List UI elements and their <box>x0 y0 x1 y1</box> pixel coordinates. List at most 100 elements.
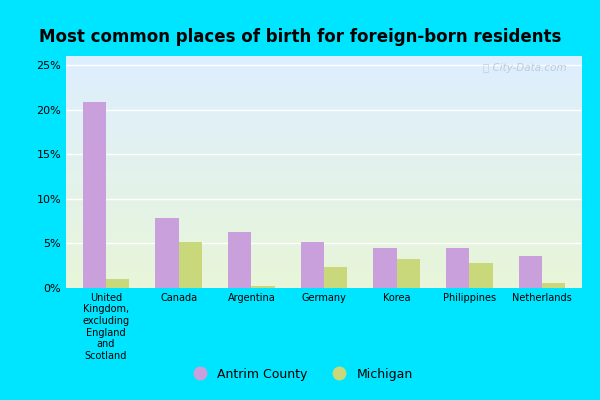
Bar <box>66 242 582 244</box>
Bar <box>66 100 582 102</box>
Bar <box>66 142 582 144</box>
Bar <box>66 74 582 77</box>
Bar <box>66 154 582 156</box>
Bar <box>66 267 582 270</box>
Bar <box>66 174 582 177</box>
Bar <box>66 198 582 200</box>
Bar <box>66 70 582 72</box>
Bar <box>66 239 582 242</box>
Bar <box>66 165 582 167</box>
Bar <box>66 93 582 96</box>
Bar <box>66 79 582 82</box>
Bar <box>66 253 582 256</box>
Bar <box>66 112 582 114</box>
Bar <box>373 248 397 288</box>
Bar <box>66 91 582 93</box>
Bar <box>66 214 582 216</box>
Bar <box>66 65 582 68</box>
Bar <box>66 212 582 214</box>
Bar <box>469 263 493 288</box>
Bar <box>66 262 582 265</box>
Bar <box>66 77 582 79</box>
Bar <box>66 163 582 165</box>
Bar <box>66 140 582 142</box>
Bar <box>66 130 582 132</box>
Bar <box>66 186 582 188</box>
Bar <box>66 207 582 209</box>
Bar <box>66 216 582 218</box>
Bar <box>66 286 582 288</box>
Bar <box>66 146 582 149</box>
Bar <box>66 88 582 91</box>
Bar <box>66 202 582 204</box>
Bar <box>66 128 582 130</box>
Bar <box>66 58 582 61</box>
Bar <box>66 123 582 126</box>
Bar <box>66 72 582 74</box>
Bar <box>66 156 582 158</box>
Text: ⓘ City-Data.com: ⓘ City-Data.com <box>483 63 566 73</box>
Bar <box>155 218 179 288</box>
Bar <box>66 68 582 70</box>
Bar <box>66 135 582 137</box>
Bar <box>66 232 582 235</box>
Bar <box>66 98 582 100</box>
Bar <box>66 258 582 260</box>
Bar <box>66 274 582 276</box>
Bar <box>66 190 582 193</box>
Bar <box>66 160 582 163</box>
Bar <box>66 107 582 109</box>
Bar <box>66 137 582 140</box>
Bar <box>66 86 582 88</box>
Bar <box>66 248 582 251</box>
Bar <box>66 126 582 128</box>
Bar <box>446 248 469 288</box>
Bar <box>66 82 582 84</box>
Bar <box>397 260 420 288</box>
Bar <box>66 63 582 65</box>
Bar <box>66 195 582 198</box>
Bar <box>66 246 582 248</box>
Bar <box>66 121 582 123</box>
Bar <box>66 102 582 105</box>
Bar <box>66 200 582 202</box>
Bar <box>66 188 582 190</box>
Bar <box>83 102 106 288</box>
Bar <box>66 61 582 63</box>
Bar <box>66 218 582 221</box>
Bar <box>66 256 582 258</box>
Bar <box>66 281 582 283</box>
Bar <box>66 177 582 179</box>
Bar <box>228 232 251 288</box>
Bar <box>66 223 582 225</box>
Bar <box>66 179 582 181</box>
Bar <box>251 286 275 288</box>
Bar <box>66 167 582 170</box>
Bar <box>66 56 582 58</box>
Bar <box>66 84 582 86</box>
Bar <box>66 276 582 279</box>
Bar <box>66 251 582 253</box>
Legend: Antrim County, Michigan: Antrim County, Michigan <box>182 363 418 386</box>
Bar <box>542 283 565 288</box>
Bar <box>66 119 582 121</box>
Bar <box>66 260 582 262</box>
Bar <box>66 151 582 154</box>
Bar <box>66 158 582 160</box>
Bar <box>66 144 582 146</box>
Bar <box>66 181 582 184</box>
Bar <box>66 109 582 112</box>
Bar <box>66 105 582 107</box>
Bar <box>66 149 582 151</box>
Bar <box>66 132 582 135</box>
Bar <box>66 116 582 119</box>
Bar <box>66 221 582 223</box>
Bar <box>66 209 582 212</box>
Bar <box>66 193 582 195</box>
Bar <box>66 228 582 230</box>
Bar <box>324 266 347 288</box>
Bar <box>106 279 129 288</box>
Bar <box>66 96 582 98</box>
Bar <box>66 230 582 232</box>
Bar <box>179 242 202 288</box>
